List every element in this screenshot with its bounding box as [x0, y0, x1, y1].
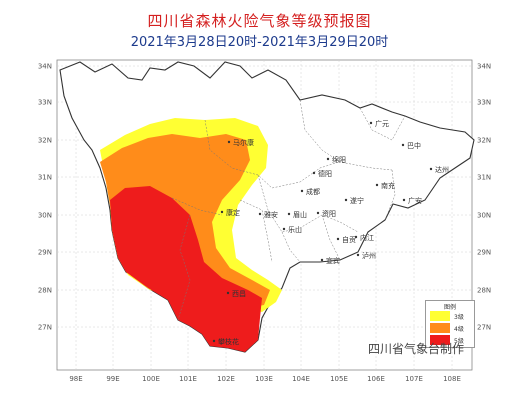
city-marker — [354, 235, 358, 239]
longitude-tick-label: 103E — [255, 375, 273, 383]
city-marker — [258, 212, 262, 216]
longitude-tick-label: 106E — [367, 375, 385, 383]
city-marker — [326, 157, 330, 161]
latitude-tick-label-left: 33N — [38, 99, 52, 107]
city-label: 达州 — [435, 165, 449, 174]
city-label: 广元 — [375, 119, 389, 128]
city-label: 成都 — [306, 187, 320, 196]
city-marker — [212, 339, 216, 343]
city-label: 宜宾 — [326, 256, 340, 265]
city-label: 遂宁 — [350, 196, 364, 205]
map-legend: 图例 3级 4级 5级 — [425, 300, 475, 348]
legend-item-level-3: 3级 — [430, 311, 470, 321]
city-marker — [429, 167, 433, 171]
longitude-tick-label: 98E — [69, 375, 82, 383]
latitude-tick-label-left: 34N — [38, 63, 52, 71]
map-subtitle: 2021年3月28日20时-2021年3月29日20时 — [130, 35, 389, 50]
city-label: 雅安 — [264, 210, 278, 219]
latitude-tick-label-left: 30N — [38, 212, 52, 220]
city-marker — [287, 212, 291, 216]
latitude-tick-label-left: 27N — [38, 324, 52, 332]
latitude-tick-label-left: 28N — [38, 287, 52, 295]
legend-title: 图例 — [443, 304, 456, 311]
legend-swatch-level-3 — [430, 311, 450, 321]
map-title: 四川省森林火险气象等级预报图 — [147, 12, 372, 30]
city-marker — [300, 189, 304, 193]
longitude-tick-label: 102E — [217, 375, 235, 383]
city-label: 绵阳 — [332, 155, 346, 164]
fire-zone-level-5 — [110, 186, 262, 352]
city-marker — [320, 258, 324, 262]
city-marker — [336, 237, 340, 241]
city-marker — [375, 183, 379, 187]
latitude-tick-label-right: 34N — [477, 63, 491, 71]
city-marker — [369, 121, 373, 125]
city-label: 泸州 — [362, 251, 376, 260]
city-label: 南充 — [381, 181, 395, 190]
latitude-tick-label-left: 31N — [38, 174, 52, 182]
city-marker — [282, 227, 286, 231]
longitude-tick-label: 101E — [179, 375, 197, 383]
legend-item-level-4: 4级 — [430, 323, 470, 333]
longitude-tick-label: 108E — [443, 375, 461, 383]
city-label: 马尔康 — [233, 138, 254, 147]
latitude-tick-label-right: 33N — [477, 99, 491, 107]
city-marker — [402, 198, 406, 202]
city-label: 乐山 — [288, 225, 302, 234]
city-label: 自贡 — [342, 235, 356, 244]
city-label: 眉山 — [293, 210, 307, 219]
city-label: 资阳 — [322, 209, 336, 218]
city-marker — [312, 171, 316, 175]
city-label: 德阳 — [318, 169, 332, 178]
city-marker — [356, 253, 360, 257]
city-label: 攀枝花 — [218, 337, 239, 346]
city-marker — [344, 198, 348, 202]
city-marker — [401, 143, 405, 147]
latitude-tick-label-left: 29N — [38, 249, 52, 257]
latitude-tick-label-right: 31N — [477, 174, 491, 182]
longitude-tick-label: 107E — [405, 375, 423, 383]
legend-item-level-5: 5级 — [430, 335, 470, 345]
latitude-tick-label-left: 32N — [38, 137, 52, 145]
city-label: 广安 — [408, 196, 422, 205]
axis-ticks: 98E 99E 100E 101E 102E 103E 104E 105E 106E 107E 10… — [38, 63, 491, 384]
city-marker — [226, 291, 230, 295]
city-marker — [227, 140, 231, 144]
map-credit: 四川省气象台制作 — [368, 342, 465, 356]
city-label: 巴中 — [407, 141, 421, 150]
legend-swatch-level-5 — [430, 335, 450, 345]
city-label: 西昌 — [232, 290, 246, 298]
latitude-tick-label-right: 30N — [477, 212, 491, 220]
latitude-tick-label-right: 32N — [477, 137, 491, 145]
legend-label-level-5: 5级 — [454, 338, 464, 345]
longitude-tick-label: 105E — [330, 375, 348, 383]
legend-swatch-level-4 — [430, 323, 450, 333]
longitude-tick-label: 99E — [106, 375, 119, 383]
latitude-tick-label-right: 27N — [477, 324, 491, 332]
city-marker — [316, 211, 320, 215]
prefecture-boundaries — [171, 99, 406, 321]
latitude-tick-label-right: 28N — [477, 287, 491, 295]
city-marker — [220, 210, 224, 214]
legend-label-level-3: 3级 — [454, 314, 464, 321]
city-label: 内江 — [360, 233, 374, 242]
longitude-tick-label: 104E — [292, 375, 310, 383]
legend-label-level-4: 4级 — [454, 326, 464, 333]
latitude-tick-label-right: 29N — [477, 249, 491, 257]
city-label: 康定 — [226, 208, 240, 217]
longitude-tick-label: 100E — [142, 375, 160, 383]
